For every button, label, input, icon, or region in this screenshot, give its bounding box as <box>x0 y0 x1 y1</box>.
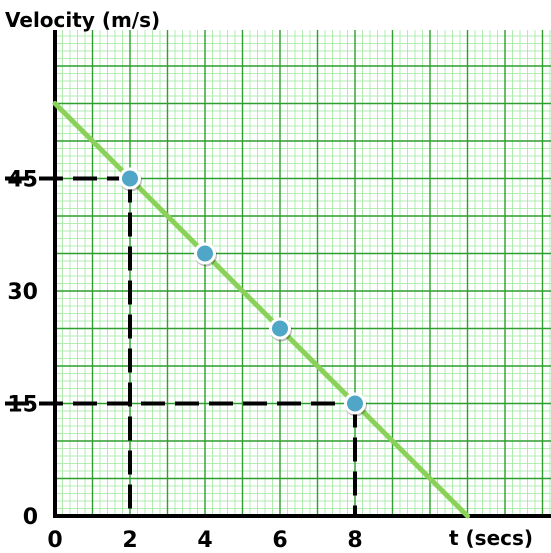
y-tick-label: 15 <box>7 393 38 418</box>
series-line <box>52 101 470 519</box>
y-tick-label: 45 <box>7 168 38 193</box>
guide-lines <box>5 176 357 516</box>
x-tick-label: 8 <box>347 528 362 553</box>
x-axis-label: t (secs) <box>449 526 533 550</box>
data-point <box>122 170 138 187</box>
data-point <box>197 245 213 262</box>
x-tick-label: 2 <box>122 528 137 553</box>
data-point <box>347 395 363 412</box>
velocity-line <box>52 101 470 519</box>
data-point <box>272 320 288 337</box>
grid <box>54 30 551 517</box>
y-tick-label: 30 <box>7 280 38 305</box>
x-tick-label: 4 <box>197 528 212 553</box>
y-tick-label: 0 <box>23 505 38 530</box>
tick-labels: 0 2 4 6 8 0 15 30 45 <box>7 168 362 553</box>
data-points <box>119 167 367 417</box>
x-tick-label: 6 <box>272 528 287 553</box>
x-tick-label: 0 <box>47 528 62 553</box>
y-axis-label: Velocity (m/s) <box>5 8 160 32</box>
